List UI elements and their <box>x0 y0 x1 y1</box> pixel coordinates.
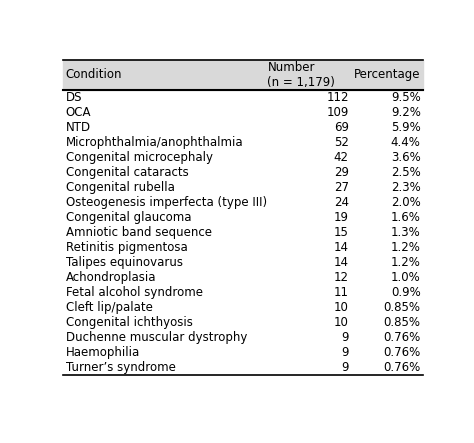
Text: Congenital glaucoma: Congenital glaucoma <box>66 211 191 224</box>
Text: 52: 52 <box>334 136 349 149</box>
Text: 42: 42 <box>334 151 349 164</box>
Text: 0.76%: 0.76% <box>383 331 421 344</box>
Text: 4.4%: 4.4% <box>391 136 421 149</box>
Text: 1.2%: 1.2% <box>391 241 421 254</box>
Text: 109: 109 <box>326 106 349 119</box>
Text: Percentage: Percentage <box>354 69 420 82</box>
Text: 1.2%: 1.2% <box>391 256 421 269</box>
Text: Congenital cataracts: Congenital cataracts <box>66 166 189 179</box>
Text: 10: 10 <box>334 316 349 329</box>
Text: 112: 112 <box>326 91 349 104</box>
Text: Amniotic band sequence: Amniotic band sequence <box>66 226 212 239</box>
Text: Congenital ichthyosis: Congenital ichthyosis <box>66 316 193 329</box>
Text: 69: 69 <box>334 121 349 134</box>
Text: 0.76%: 0.76% <box>383 361 421 374</box>
Text: Haemophilia: Haemophilia <box>66 346 140 359</box>
Text: Microphthalmia/anophthalmia: Microphthalmia/anophthalmia <box>66 136 244 149</box>
Text: 5.9%: 5.9% <box>391 121 421 134</box>
Text: 15: 15 <box>334 226 349 239</box>
Text: 14: 14 <box>334 241 349 254</box>
Text: NTD: NTD <box>66 121 91 134</box>
Text: 1.6%: 1.6% <box>391 211 421 224</box>
Text: 11: 11 <box>334 286 349 299</box>
Text: 0.9%: 0.9% <box>391 286 421 299</box>
Text: 9: 9 <box>341 331 349 344</box>
Text: 14: 14 <box>334 256 349 269</box>
Text: 2.0%: 2.0% <box>391 196 421 209</box>
Text: 1.0%: 1.0% <box>391 271 421 284</box>
Text: Achondroplasia: Achondroplasia <box>66 271 156 284</box>
Text: 27: 27 <box>334 181 349 194</box>
Text: Condition: Condition <box>66 69 122 82</box>
Text: Duchenne muscular dystrophy: Duchenne muscular dystrophy <box>66 331 247 344</box>
Text: 1.3%: 1.3% <box>391 226 421 239</box>
Text: 19: 19 <box>334 211 349 224</box>
Text: 0.76%: 0.76% <box>383 346 421 359</box>
Text: 9: 9 <box>341 346 349 359</box>
Text: 12: 12 <box>334 271 349 284</box>
Text: Osteogenesis imperfecta (type III): Osteogenesis imperfecta (type III) <box>66 196 267 209</box>
Text: 2.3%: 2.3% <box>391 181 421 194</box>
Text: DS: DS <box>66 91 82 104</box>
Text: Cleft lip/palate: Cleft lip/palate <box>66 301 153 314</box>
Text: 0.85%: 0.85% <box>384 301 421 314</box>
Text: OCA: OCA <box>66 106 91 119</box>
Text: 24: 24 <box>334 196 349 209</box>
Text: 10: 10 <box>334 301 349 314</box>
Text: Number
(n = 1,179): Number (n = 1,179) <box>267 61 335 89</box>
Text: 9: 9 <box>341 361 349 374</box>
Text: Fetal alcohol syndrome: Fetal alcohol syndrome <box>66 286 203 299</box>
Text: Turner’s syndrome: Turner’s syndrome <box>66 361 176 374</box>
Text: Talipes equinovarus: Talipes equinovarus <box>66 256 183 269</box>
Text: Retinitis pigmentosa: Retinitis pigmentosa <box>66 241 188 254</box>
Text: 9.5%: 9.5% <box>391 91 421 104</box>
Text: 0.85%: 0.85% <box>384 316 421 329</box>
Bar <box>63 60 423 90</box>
Text: 2.5%: 2.5% <box>391 166 421 179</box>
Text: 9.2%: 9.2% <box>391 106 421 119</box>
Text: 29: 29 <box>334 166 349 179</box>
Text: Congenital microcephaly: Congenital microcephaly <box>66 151 213 164</box>
Text: 3.6%: 3.6% <box>391 151 421 164</box>
Text: Congenital rubella: Congenital rubella <box>66 181 175 194</box>
